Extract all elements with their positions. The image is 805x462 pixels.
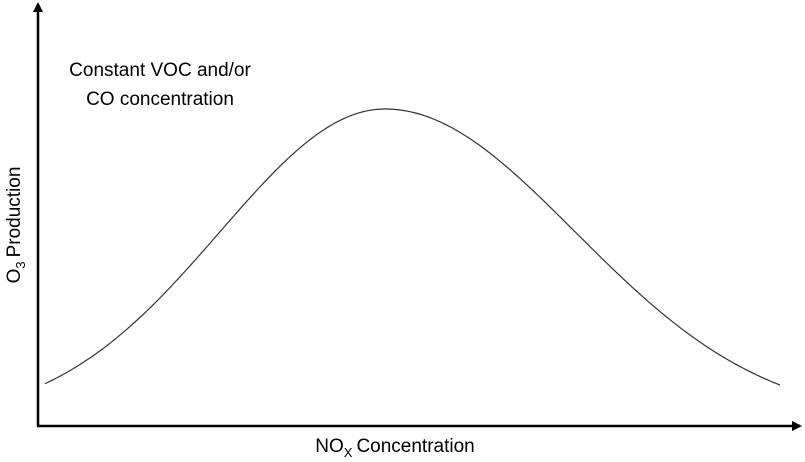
label-part: O: [4, 269, 25, 284]
label-part: Concentration: [356, 436, 474, 457]
label-subscript: X: [344, 445, 353, 460]
label-subscript: 3: [13, 261, 28, 268]
y-axis-label: O3 Production: [4, 167, 28, 284]
x-axis-label: NOX Concentration: [315, 436, 474, 460]
annotation: CO concentration: [86, 89, 234, 110]
annotation: Constant VOC and/or: [69, 60, 251, 81]
label-part: NO: [315, 436, 344, 457]
label-part: Production: [4, 167, 25, 258]
curve: [44, 108, 781, 386]
